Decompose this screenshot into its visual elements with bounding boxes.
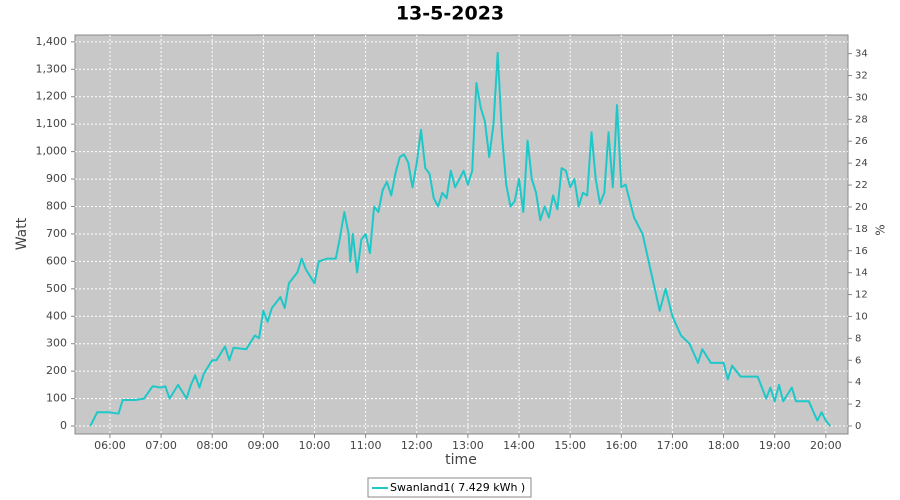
y2-tick-label: 30	[855, 92, 868, 103]
x-tick-label: 14:00	[503, 439, 535, 452]
y2-tick-label: 16	[855, 246, 868, 257]
y2-tick-label: 0	[855, 421, 861, 432]
y2-tick-label: 28	[855, 114, 868, 125]
y2-tick-label: 32	[855, 71, 868, 82]
y2-tick-label: 18	[855, 224, 868, 235]
y2-tick-label: 10	[855, 311, 868, 322]
y2-tick-label: 22	[855, 180, 868, 191]
legend	[367, 477, 532, 498]
y-tick-label: 200	[46, 364, 67, 377]
x-tick-label: 06:00	[94, 439, 126, 452]
x-tick-label: 07:00	[145, 439, 177, 452]
x-tick-label: 17:00	[657, 439, 689, 452]
legend-label: Swanland1( 7.429 kWh )	[390, 481, 525, 494]
x-tick-label: 08:00	[196, 439, 228, 452]
y-tick-label: 700	[46, 227, 67, 240]
y-tick-label: 1,300	[36, 62, 68, 75]
line-series	[89, 51, 831, 427]
y-tick-label: 1,100	[36, 117, 68, 130]
y2-tick-label: 20	[855, 202, 868, 213]
y-tick-label: 100	[46, 392, 67, 405]
y2-tick-label: 4	[855, 377, 861, 388]
x-tick-label: 13:00	[452, 439, 484, 452]
y-tick-label: 300	[46, 337, 67, 350]
x-axis-label: time	[445, 452, 477, 468]
x-tick-label: 19:00	[759, 439, 791, 452]
y-tick-label: 600	[46, 254, 67, 267]
y-tick-label: 800	[46, 200, 67, 213]
plot-area	[74, 34, 849, 435]
x-tick-label: 18:00	[708, 439, 740, 452]
chart-title: 13-5-2023	[396, 3, 504, 25]
y-tick-label: 1,200	[36, 90, 68, 103]
x-tick-label: 15:00	[554, 439, 586, 452]
x-tick-label: 11:00	[350, 439, 382, 452]
y2-tick-label: 8	[855, 333, 861, 344]
y-tick-label: 0	[60, 419, 67, 432]
y-tick-label: 1,400	[36, 35, 68, 48]
y2-axis-label: %	[874, 224, 888, 235]
x-tick-label: 16:00	[605, 439, 637, 452]
y-tick-label: 500	[46, 282, 67, 295]
y-tick-label: 400	[46, 309, 67, 322]
y2-tick-label: 26	[855, 136, 868, 147]
y2-tick-label: 2	[855, 399, 861, 410]
y2-tick-label: 24	[855, 158, 868, 169]
y-axis-label: Watt	[14, 217, 30, 250]
y2-tick-label: 14	[855, 268, 868, 279]
x-tick-label: 09:00	[247, 439, 279, 452]
y2-tick-label: 34	[855, 49, 868, 60]
x-tick-label: 10:00	[299, 439, 331, 452]
y-tick-label: 900	[46, 172, 67, 185]
y-tick-label: 1,000	[36, 145, 68, 158]
y2-tick-label: 6	[855, 355, 861, 366]
x-tick-label: 12:00	[401, 439, 433, 452]
x-tick-label: 20:00	[810, 439, 842, 452]
y2-tick-label: 12	[855, 290, 868, 301]
